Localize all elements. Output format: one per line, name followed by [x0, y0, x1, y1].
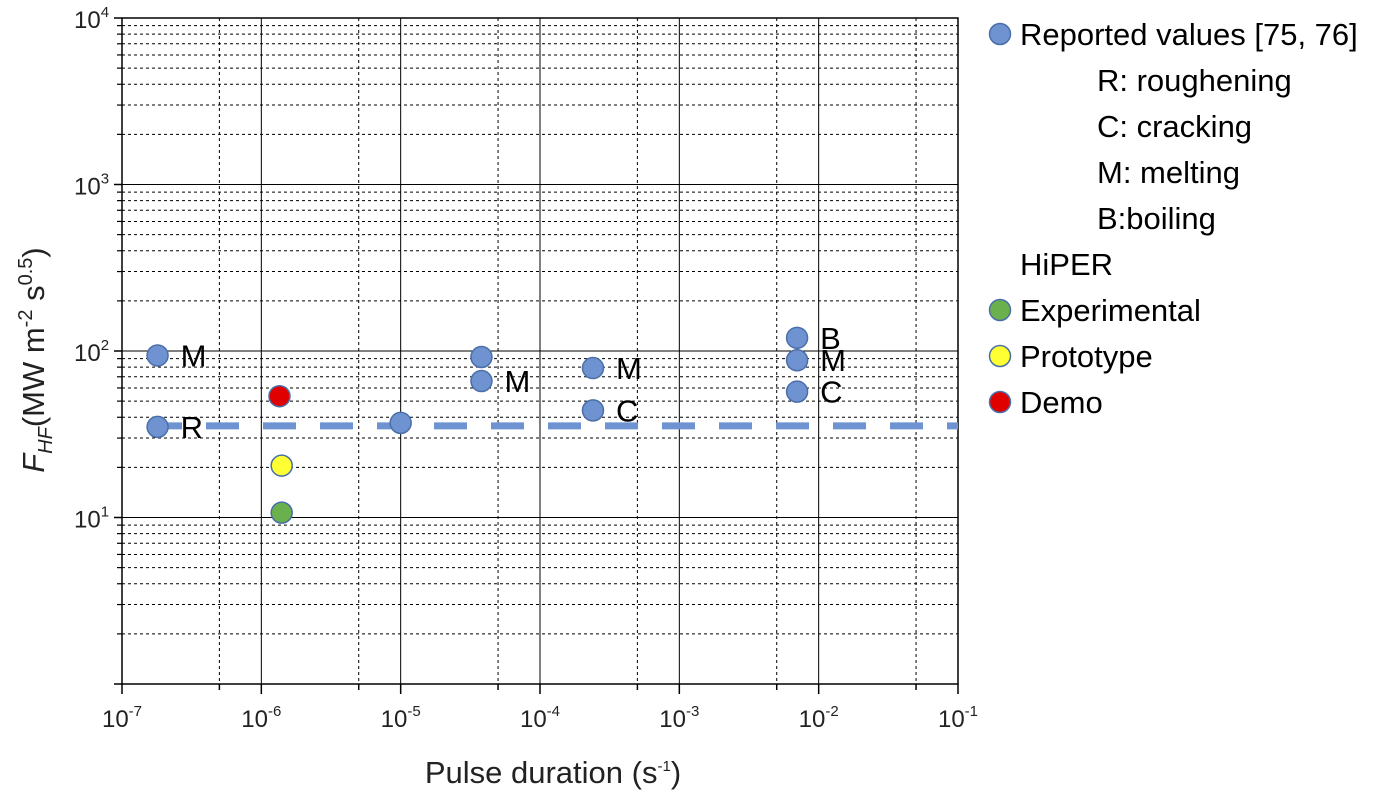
legend-item: M: melting — [1097, 155, 1240, 190]
data-point — [389, 411, 412, 435]
legend-marker — [988, 22, 1012, 46]
y-tick-label: 101 — [74, 504, 109, 534]
legend-item: Reported values [75, 76] — [1020, 17, 1358, 52]
data-point — [146, 415, 169, 439]
legend-marker — [988, 298, 1012, 322]
point-label: M — [181, 338, 207, 373]
legend-item: R: roughening — [1097, 63, 1292, 98]
point-label: M — [504, 364, 530, 399]
x-tick-labels: 10-7 10-6 10-5 10-4 10-3 10-2 10-1 — [102, 703, 978, 733]
legend-marker — [988, 344, 1012, 368]
data-point — [785, 326, 809, 350]
legend: Reported values [75, 76] R: roughening C: … — [988, 17, 1358, 420]
x-tick-label: 10-4 — [520, 703, 560, 733]
data-point — [268, 384, 291, 408]
y-tick-labels: 101 102 103 104 — [74, 4, 109, 534]
point-label: C — [820, 375, 842, 410]
data-point — [270, 454, 293, 477]
legend-item: HiPER — [1020, 247, 1113, 282]
data-point — [470, 345, 493, 369]
x-tick-label: 10-7 — [102, 703, 142, 733]
data-point — [785, 348, 809, 372]
x-tick-label: 10-1 — [938, 703, 978, 733]
x-tick-label: 10-5 — [381, 703, 421, 733]
point-label: B — [820, 321, 841, 356]
x-axis-title: Pulse duration (s-1) — [425, 755, 681, 790]
point-label: C — [616, 393, 638, 428]
y-tick-label: 103 — [74, 171, 109, 201]
data-point — [785, 380, 809, 403]
y-tick-label: 104 — [74, 4, 109, 34]
legend-item: B:boiling — [1097, 201, 1216, 236]
x-tick-label: 10-6 — [241, 703, 281, 733]
point-label: R — [181, 410, 203, 445]
legend-item: Prototype — [1020, 339, 1153, 374]
legend-marker — [988, 390, 1012, 414]
y-tick-label: 102 — [74, 337, 109, 367]
point-label: M — [616, 351, 642, 386]
data-point — [470, 369, 493, 393]
x-tick-label: 10-2 — [799, 703, 839, 733]
y-axis-title: FHF(MW m-2 s0.5) — [15, 247, 57, 473]
data-point — [270, 501, 293, 524]
legend-item: Experimental — [1020, 293, 1201, 328]
data-point — [581, 399, 605, 422]
x-tick-label: 10-3 — [659, 703, 699, 733]
data-point — [581, 356, 605, 380]
axis-ticks — [114, 17, 959, 694]
data-point — [146, 344, 169, 367]
point-label: M — [820, 343, 846, 378]
legend-item: C: cracking — [1097, 109, 1252, 144]
grid — [122, 18, 958, 684]
legend-item: Demo — [1020, 385, 1103, 420]
